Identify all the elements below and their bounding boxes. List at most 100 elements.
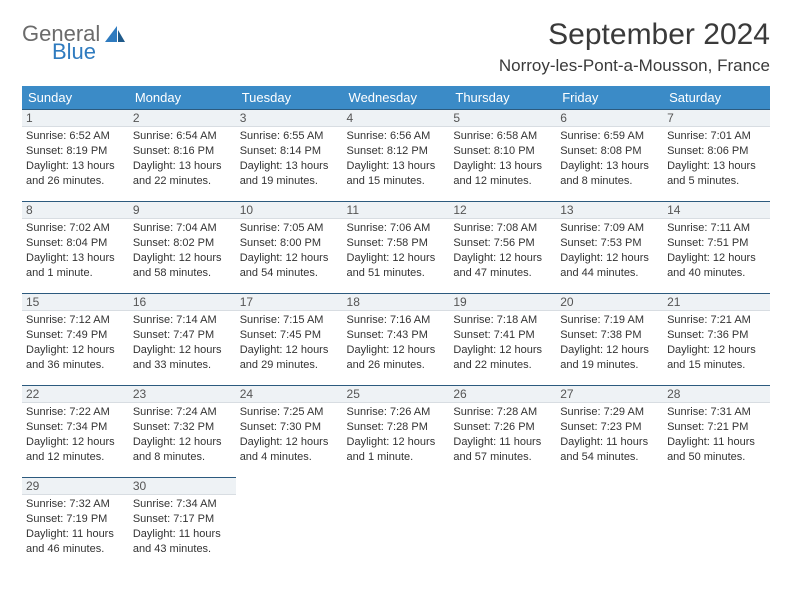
sunset-text: Sunset: 8:14 PM [240,144,339,159]
calendar-cell: 3Sunrise: 6:55 AMSunset: 8:14 PMDaylight… [236,109,343,201]
day-info: Sunrise: 7:26 AMSunset: 7:28 PMDaylight:… [343,403,450,464]
day-info: Sunrise: 6:56 AMSunset: 8:12 PMDaylight:… [343,127,450,188]
calendar-cell: 26Sunrise: 7:28 AMSunset: 7:26 PMDayligh… [449,385,556,477]
daylight-text: Daylight: 12 hours [560,343,659,358]
calendar-cell: 22Sunrise: 7:22 AMSunset: 7:34 PMDayligh… [22,385,129,477]
day-info: Sunrise: 7:28 AMSunset: 7:26 PMDaylight:… [449,403,556,464]
day-info: Sunrise: 7:31 AMSunset: 7:21 PMDaylight:… [663,403,770,464]
day-number: 30 [129,477,236,495]
daylight-text: Daylight: 11 hours [453,435,552,450]
day-number: 27 [556,385,663,403]
sunset-text: Sunset: 7:49 PM [26,328,125,343]
sunrise-text: Sunrise: 7:05 AM [240,221,339,236]
sunrise-text: Sunrise: 7:06 AM [347,221,446,236]
calendar-cell: 5Sunrise: 6:58 AMSunset: 8:10 PMDaylight… [449,109,556,201]
calendar-cell: 29Sunrise: 7:32 AMSunset: 7:19 PMDayligh… [22,477,129,569]
day-info: Sunrise: 7:01 AMSunset: 8:06 PMDaylight:… [663,127,770,188]
day-info: Sunrise: 7:15 AMSunset: 7:45 PMDaylight:… [236,311,343,372]
daylight-text: and 15 minutes. [667,358,766,373]
sunrise-text: Sunrise: 6:55 AM [240,129,339,144]
calendar-cell: 16Sunrise: 7:14 AMSunset: 7:47 PMDayligh… [129,293,236,385]
calendar-week-row: 22Sunrise: 7:22 AMSunset: 7:34 PMDayligh… [22,385,770,477]
sunrise-text: Sunrise: 7:25 AM [240,405,339,420]
daylight-text: and 50 minutes. [667,450,766,465]
day-number: 25 [343,385,450,403]
calendar-cell: 21Sunrise: 7:21 AMSunset: 7:36 PMDayligh… [663,293,770,385]
daylight-text: and 1 minute. [347,450,446,465]
sunset-text: Sunset: 8:19 PM [26,144,125,159]
weekday-header: Tuesday [236,86,343,109]
daylight-text: Daylight: 13 hours [240,159,339,174]
sunrise-text: Sunrise: 7:15 AM [240,313,339,328]
sunset-text: Sunset: 7:53 PM [560,236,659,251]
weekday-header: Monday [129,86,236,109]
calendar-cell [343,477,450,569]
daylight-text: and 22 minutes. [133,174,232,189]
sunrise-text: Sunrise: 7:11 AM [667,221,766,236]
logo-text-blue: Blue [52,42,127,62]
daylight-text: and 54 minutes. [560,450,659,465]
sunrise-text: Sunrise: 7:08 AM [453,221,552,236]
sunrise-text: Sunrise: 6:52 AM [26,129,125,144]
day-number: 6 [556,109,663,127]
sunrise-text: Sunrise: 6:54 AM [133,129,232,144]
calendar-week-row: 1 Sunrise: 6:52 AMSunset: 8:19 PM Daylight… [22,109,770,201]
daylight-text: Daylight: 11 hours [560,435,659,450]
sunset-text: Sunset: 7:28 PM [347,420,446,435]
daylight-text: and 40 minutes. [667,266,766,281]
sunrise-text: Sunrise: 6:56 AM [347,129,446,144]
day-number: 19 [449,293,556,311]
calendar-cell: 19Sunrise: 7:18 AMSunset: 7:41 PMDayligh… [449,293,556,385]
calendar-cell: 4Sunrise: 6:56 AMSunset: 8:12 PMDaylight… [343,109,450,201]
sunset-text: Sunset: 7:21 PM [667,420,766,435]
sunrise-text: Sunrise: 7:22 AM [26,405,125,420]
day-info: Sunrise: 7:19 AMSunset: 7:38 PMDaylight:… [556,311,663,372]
daylight-text: and 26 minutes. [26,174,125,189]
sunset-text: Sunset: 7:19 PM [26,512,125,527]
day-number: 28 [663,385,770,403]
daylight-text: and 5 minutes. [667,174,766,189]
daylight-text: Daylight: 12 hours [133,251,232,266]
day-info: Sunrise: 6:59 AMSunset: 8:08 PMDaylight:… [556,127,663,188]
day-number: 18 [343,293,450,311]
day-number: 26 [449,385,556,403]
daylight-text: Daylight: 12 hours [347,251,446,266]
day-info: Sunrise: 7:22 AMSunset: 7:34 PMDaylight:… [22,403,129,464]
day-number: 10 [236,201,343,219]
daylight-text: Daylight: 12 hours [453,251,552,266]
daylight-text: and 8 minutes. [560,174,659,189]
daylight-text: and 43 minutes. [133,542,232,557]
sunset-text: Sunset: 8:04 PM [26,236,125,251]
daylight-text: and 1 minute. [26,266,125,281]
calendar-cell: 24Sunrise: 7:25 AMSunset: 7:30 PMDayligh… [236,385,343,477]
calendar-cell [556,477,663,569]
calendar-cell: 25Sunrise: 7:26 AMSunset: 7:28 PMDayligh… [343,385,450,477]
sunrise-text: Sunrise: 7:01 AM [667,129,766,144]
sunset-text: Sunset: 7:47 PM [133,328,232,343]
calendar-week-row: 15Sunrise: 7:12 AMSunset: 7:49 PMDayligh… [22,293,770,385]
weekday-header: Friday [556,86,663,109]
daylight-text: Daylight: 11 hours [667,435,766,450]
calendar-cell: 8Sunrise: 7:02 AMSunset: 8:04 PMDaylight… [22,201,129,293]
day-number: 13 [556,201,663,219]
day-info: Sunrise: 7:25 AMSunset: 7:30 PMDaylight:… [236,403,343,464]
daylight-text: Daylight: 12 hours [240,343,339,358]
daylight-text: Daylight: 12 hours [133,343,232,358]
sunrise-text: Sunrise: 7:02 AM [26,221,125,236]
day-number: 1 [22,109,129,127]
daylight-text: and 19 minutes. [240,174,339,189]
calendar-cell: 18Sunrise: 7:16 AMSunset: 7:43 PMDayligh… [343,293,450,385]
sunrise-text: Sunrise: 7:21 AM [667,313,766,328]
calendar-cell: 13Sunrise: 7:09 AMSunset: 7:53 PMDayligh… [556,201,663,293]
sunrise-text: Sunrise: 7:09 AM [560,221,659,236]
day-number: 23 [129,385,236,403]
day-info: Sunrise: 7:21 AMSunset: 7:36 PMDaylight:… [663,311,770,372]
daylight-text: Daylight: 12 hours [347,343,446,358]
sunrise-text: Sunrise: 7:14 AM [133,313,232,328]
daylight-text: Daylight: 12 hours [453,343,552,358]
sunset-text: Sunset: 8:08 PM [560,144,659,159]
sunset-text: Sunset: 8:16 PM [133,144,232,159]
daylight-text: and 12 minutes. [453,174,552,189]
day-number: 29 [22,477,129,495]
calendar-cell: 2Sunrise: 6:54 AMSunset: 8:16 PMDaylight… [129,109,236,201]
